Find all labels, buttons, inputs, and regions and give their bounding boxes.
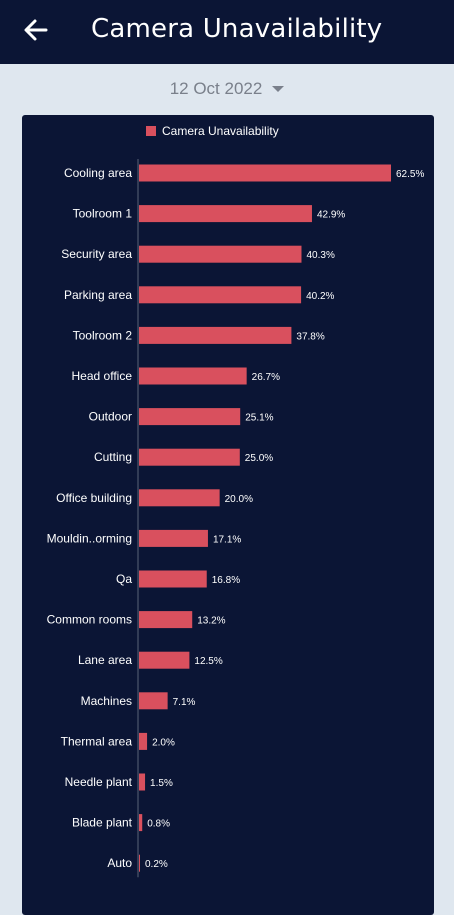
value-label: 1.5% bbox=[150, 778, 173, 789]
bar bbox=[139, 732, 148, 750]
value-label: 62.5% bbox=[396, 169, 424, 180]
bar bbox=[139, 245, 302, 263]
value-label: 20.0% bbox=[225, 494, 253, 505]
value-label: 0.2% bbox=[145, 859, 168, 870]
caret-down-icon bbox=[272, 86, 285, 92]
category-label: Outdoor bbox=[89, 410, 132, 424]
category-label: Parking area bbox=[64, 288, 132, 302]
back-button[interactable] bbox=[20, 14, 52, 46]
category-label: Head office bbox=[72, 369, 133, 383]
value-label: 37.8% bbox=[296, 331, 324, 342]
value-label: 40.3% bbox=[306, 250, 334, 261]
category-label: Office building bbox=[56, 491, 132, 505]
bar bbox=[139, 205, 312, 223]
bar bbox=[139, 651, 190, 669]
arrow-left-icon bbox=[24, 19, 48, 41]
category-label: Qa bbox=[116, 572, 132, 586]
date-value: 12 Oct 2022 bbox=[169, 79, 263, 98]
legend-label: Camera Unavailability bbox=[162, 124, 279, 138]
bar bbox=[139, 570, 207, 588]
category-label: Thermal area bbox=[61, 734, 133, 748]
category-label: Cooling area bbox=[64, 166, 132, 180]
chart-card: Camera Unavailability Cooling area 62.5% To… bbox=[22, 115, 434, 915]
category-label: Toolroom 1 bbox=[73, 207, 133, 221]
bar bbox=[139, 692, 168, 710]
category-label: Toolroom 2 bbox=[73, 328, 133, 342]
bar-chart: Camera Unavailability Cooling area 62.5% To… bbox=[47, 124, 424, 878]
bar bbox=[139, 326, 292, 344]
value-label: 16.8% bbox=[212, 575, 240, 586]
value-label: 25.0% bbox=[245, 453, 273, 464]
category-label: Cutting bbox=[94, 450, 132, 464]
category-label: Security area bbox=[61, 247, 132, 261]
value-label: 7.1% bbox=[173, 697, 196, 708]
value-label: 12.5% bbox=[194, 656, 222, 667]
category-label: Mouldin..orming bbox=[47, 531, 132, 545]
category-label: Machines bbox=[81, 694, 132, 708]
category-label: Common rooms bbox=[47, 613, 132, 627]
legend-swatch bbox=[146, 126, 156, 136]
value-label: 42.9% bbox=[317, 210, 345, 221]
app-bar: Camera Unavailability bbox=[0, 0, 454, 64]
bar bbox=[139, 367, 247, 385]
bar bbox=[139, 611, 193, 629]
bar bbox=[139, 408, 241, 426]
value-label: 13.2% bbox=[197, 616, 225, 627]
category-label: Needle plant bbox=[65, 775, 133, 789]
bar bbox=[139, 529, 208, 547]
bar bbox=[139, 164, 391, 182]
bar bbox=[139, 773, 146, 791]
bar bbox=[139, 814, 143, 832]
bar bbox=[139, 286, 302, 304]
value-label: 26.7% bbox=[252, 372, 280, 383]
bar bbox=[139, 448, 240, 466]
bar bbox=[139, 489, 220, 507]
bar bbox=[139, 854, 140, 872]
value-label: 17.1% bbox=[213, 534, 241, 545]
value-label: 25.1% bbox=[245, 413, 273, 424]
date-dropdown[interactable]: 12 Oct 2022 bbox=[0, 74, 454, 104]
value-label: 40.2% bbox=[306, 291, 334, 302]
category-label: Lane area bbox=[78, 653, 132, 667]
value-label: 0.8% bbox=[147, 819, 170, 830]
category-label: Blade plant bbox=[72, 816, 133, 830]
page-title: Camera Unavailability bbox=[91, 14, 383, 44]
category-label: Auto bbox=[107, 856, 132, 870]
value-label: 2.0% bbox=[152, 737, 175, 748]
